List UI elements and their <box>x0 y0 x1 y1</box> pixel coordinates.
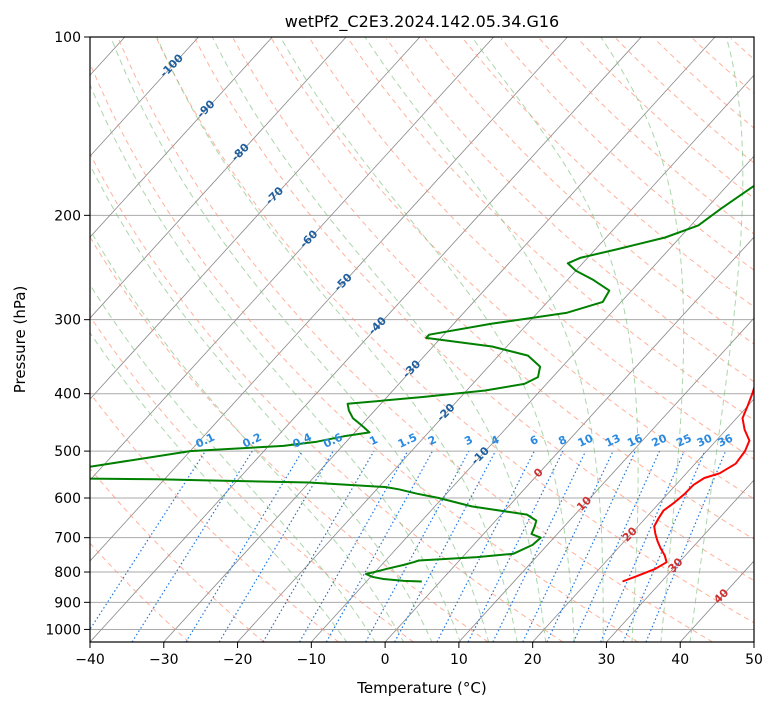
moist-adiabat-line <box>471 37 639 642</box>
isotherm-line <box>384 236 754 642</box>
mixing-ratio-line <box>600 450 685 642</box>
mixing-ratio-label: 16 <box>625 431 645 449</box>
isotherm-line <box>90 37 273 238</box>
moist-adiabat-line <box>600 37 685 642</box>
dry-adiabat-line <box>90 62 639 642</box>
data-lines <box>90 184 754 583</box>
isotherm-line <box>532 398 754 642</box>
x-tick-label: 20 <box>524 652 542 668</box>
mixing-ratio-label: 10 <box>576 431 596 449</box>
mixing-ratio-label: 36 <box>716 431 736 449</box>
moist-adiabat-line <box>364 37 604 642</box>
moist-adiabat-line <box>279 37 575 642</box>
moist-adiabat-line <box>90 283 376 642</box>
x-tick-label: 0 <box>381 652 390 668</box>
mixing-ratio-line <box>492 450 587 642</box>
dry-adiabat-line <box>232 38 754 540</box>
isotherm-line <box>90 37 494 481</box>
isotherm-line <box>606 479 754 642</box>
moist-adiabat-line <box>110 37 490 642</box>
isotherm-line <box>90 37 568 562</box>
isotherm-line <box>90 37 642 642</box>
y-tick-label: 300 <box>54 313 81 329</box>
isotherm-line <box>458 317 754 642</box>
mixing-ratio-line <box>299 450 409 642</box>
isotherm-line <box>90 37 347 319</box>
mixing-ratio-label: 20 <box>650 431 670 449</box>
x-tick-label: 10 <box>450 652 468 668</box>
y-tick-label: 100 <box>54 30 81 46</box>
plot-frame <box>89 36 755 643</box>
dry-adiabat-line <box>117 38 713 642</box>
dry-adiabat-line <box>424 38 754 345</box>
moist-adiabat-line <box>90 83 461 642</box>
y-tick-label: 900 <box>54 595 81 611</box>
x-tick-label: −40 <box>75 652 105 668</box>
mixing-ratio-line <box>622 450 706 642</box>
x-tick-label: 30 <box>597 652 615 668</box>
x-axis-title: Temperature (°C) <box>356 679 486 697</box>
y-axis-title: Pressure (hPa) <box>11 286 29 394</box>
y-tick-label: 700 <box>54 531 81 547</box>
chart-title: wetPf2_C2E3.2024.142.05.34.G16 <box>285 12 559 32</box>
mixing-ratio-line <box>325 450 434 642</box>
mixing-ratio-line <box>365 450 470 642</box>
x-tick-label: −20 <box>223 652 253 668</box>
y-axis: 100 200 300 400 500 600 700 800 900 1000 <box>45 30 90 638</box>
dry-adiabat-line <box>194 38 754 582</box>
dry-adiabat-line <box>615 38 754 164</box>
isotherm-line <box>237 74 754 642</box>
y-tick-label: 600 <box>54 491 81 507</box>
x-tick-label: 40 <box>671 652 689 668</box>
temperature-profile-line <box>622 385 754 583</box>
moist-adiabat-line <box>689 37 744 642</box>
isotherm-line <box>90 37 199 157</box>
y-tick-label: 800 <box>54 565 81 581</box>
mixing-ratio-label: 25 <box>674 432 693 450</box>
moist-adiabat-line <box>90 331 348 642</box>
x-axis: −40 −30 −20 −10 0 10 20 30 40 50 <box>75 642 763 668</box>
moist-adiabat-line <box>90 228 405 642</box>
mixing-ratio-line <box>262 450 375 642</box>
mixing-ratio-line <box>546 450 636 642</box>
dry-adiabat-line <box>90 467 265 642</box>
y-tick-label: 1000 <box>45 622 81 638</box>
moist-adiabat-line <box>211 37 547 642</box>
dry-adiabat-line <box>90 236 489 642</box>
x-tick-label: −10 <box>297 652 327 668</box>
dry-adiabat-line <box>90 152 564 642</box>
y-tick-label: 400 <box>54 387 81 403</box>
mixing-ratio-label: 30 <box>695 431 715 449</box>
isotherm-line <box>90 37 421 400</box>
mixing-ratio-line <box>645 450 727 642</box>
y-tick-label: 200 <box>54 208 81 224</box>
mixing-ratio-line <box>572 450 661 642</box>
dry-adiabat-line <box>90 392 339 642</box>
x-tick-label: 50 <box>745 652 763 668</box>
dry-adiabat-line <box>156 38 754 624</box>
y-tick-label: 500 <box>54 444 81 460</box>
dry-adiabat-line <box>271 38 754 500</box>
x-tick-label: −30 <box>149 652 179 668</box>
background-lines <box>90 37 754 642</box>
mixing-ratio-line <box>185 450 303 642</box>
mixing-ratio-line <box>131 450 253 642</box>
mixing-ratio-label: 13 <box>603 432 622 450</box>
dewpoint-profile-line <box>90 184 754 583</box>
dry-adiabat-line <box>90 315 414 642</box>
moist-adiabat-line <box>90 163 433 642</box>
moist-adiabat-line <box>156 37 518 642</box>
